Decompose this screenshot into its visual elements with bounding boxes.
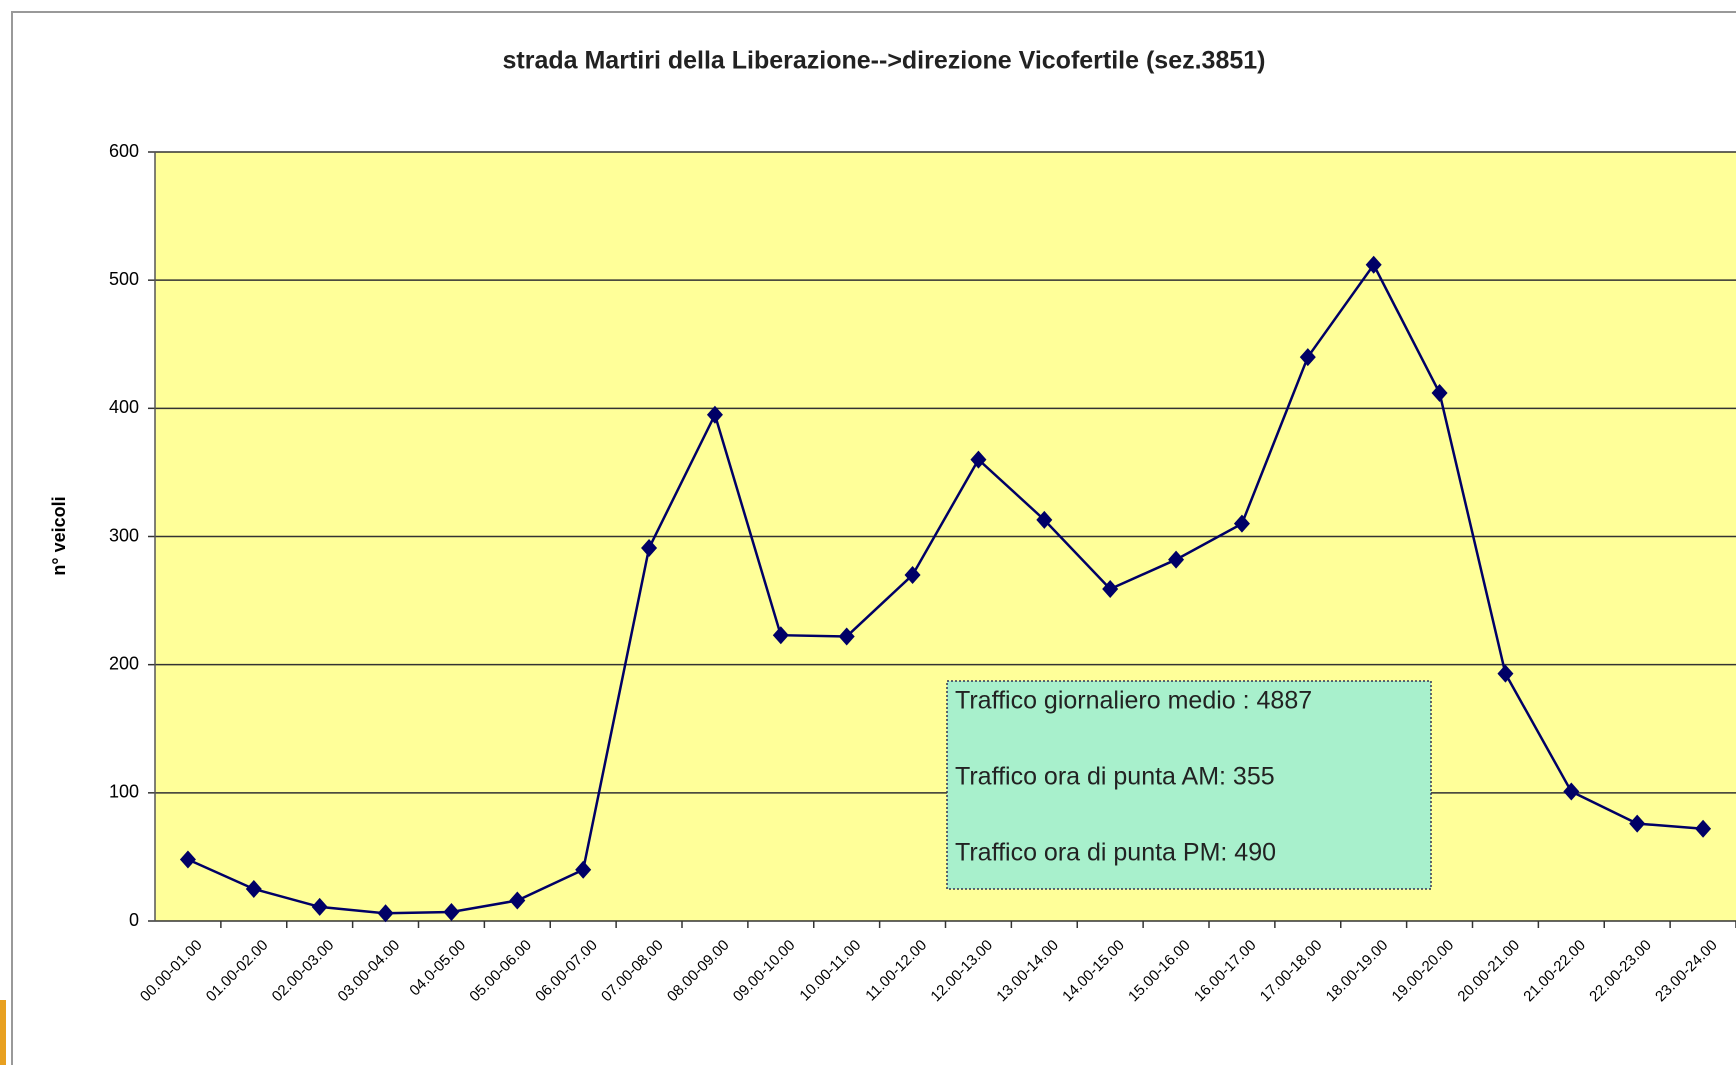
data-point (1497, 664, 1514, 683)
y-tick-label: 300 (109, 525, 139, 545)
data-point (1168, 550, 1185, 569)
y-axis-label: n° veicoli (49, 496, 69, 575)
y-tick-label: 0 (129, 910, 139, 930)
data-point (1563, 782, 1580, 801)
data-point (1233, 514, 1250, 533)
y-tick-label: 100 (109, 782, 139, 802)
data-point (706, 405, 723, 424)
data-point (377, 904, 394, 923)
data-point (179, 850, 196, 869)
data-point (575, 860, 592, 879)
data-point (1431, 383, 1448, 402)
data-point (772, 626, 789, 645)
data-point (1102, 580, 1119, 599)
data-point (838, 627, 855, 646)
edge-stripe (0, 1000, 6, 1065)
data-point (311, 897, 328, 916)
y-tick-label: 200 (109, 653, 139, 673)
annotation-text: Traffico giornaliero medio : 4887 (955, 687, 1312, 715)
annotation-text: Traffico ora di punta PM: 490 (955, 839, 1276, 867)
series-line (187, 262, 1704, 915)
data-point (509, 891, 526, 910)
annotation-box (946, 680, 1432, 890)
y-tick-label: 600 (109, 141, 139, 161)
y-tick-label: 400 (109, 397, 139, 417)
data-point (1629, 814, 1646, 833)
data-point (1299, 348, 1316, 367)
chart-title: strada Martiri della Liberazione-->direz… (503, 47, 1266, 75)
annotation-text: Traffico ora di punta AM: 355 (955, 763, 1275, 791)
data-point (443, 903, 460, 922)
data-point (1365, 255, 1382, 274)
data-point (245, 879, 262, 898)
data-point (1036, 510, 1053, 529)
data-point (904, 565, 921, 584)
data-point (970, 450, 987, 469)
y-tick-label: 500 (109, 269, 139, 289)
data-point (641, 539, 658, 558)
data-point (1695, 819, 1712, 838)
